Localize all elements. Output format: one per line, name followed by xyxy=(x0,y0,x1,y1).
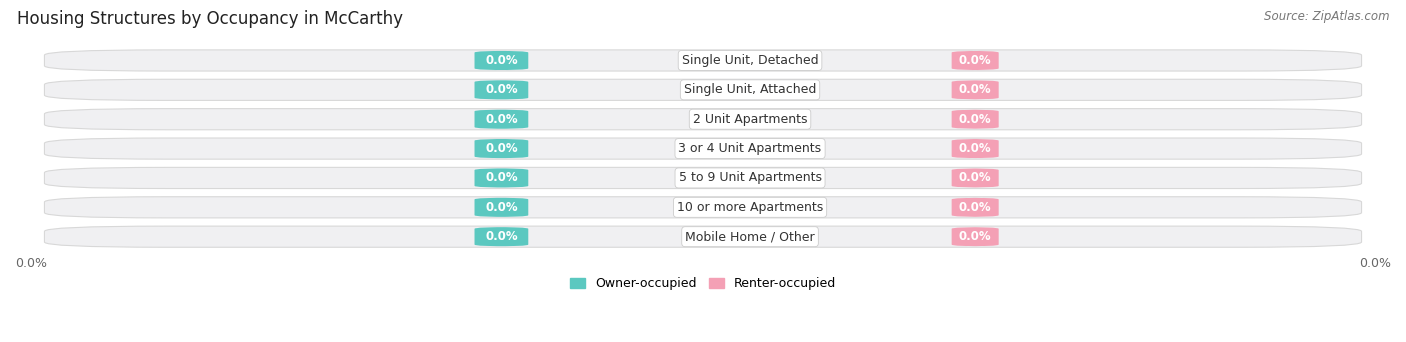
FancyBboxPatch shape xyxy=(474,227,529,246)
Legend: Owner-occupied, Renter-occupied: Owner-occupied, Renter-occupied xyxy=(569,277,837,290)
FancyBboxPatch shape xyxy=(952,227,998,246)
FancyBboxPatch shape xyxy=(952,168,998,188)
Text: Single Unit, Detached: Single Unit, Detached xyxy=(682,54,818,67)
FancyBboxPatch shape xyxy=(45,50,1361,71)
Text: Single Unit, Attached: Single Unit, Attached xyxy=(683,83,817,96)
FancyBboxPatch shape xyxy=(952,109,998,129)
Text: 0.0%: 0.0% xyxy=(485,113,517,126)
Text: 0.0%: 0.0% xyxy=(485,83,517,96)
Text: 0.0%: 0.0% xyxy=(485,230,517,243)
FancyBboxPatch shape xyxy=(952,139,998,158)
Text: 0.0%: 0.0% xyxy=(485,171,517,184)
FancyBboxPatch shape xyxy=(45,79,1361,101)
Text: 0.0%: 0.0% xyxy=(959,54,991,67)
Text: 0.0%: 0.0% xyxy=(959,142,991,155)
FancyBboxPatch shape xyxy=(952,51,998,70)
FancyBboxPatch shape xyxy=(474,51,529,70)
Text: Housing Structures by Occupancy in McCarthy: Housing Structures by Occupancy in McCar… xyxy=(17,10,404,28)
Text: 5 to 9 Unit Apartments: 5 to 9 Unit Apartments xyxy=(679,171,821,184)
FancyBboxPatch shape xyxy=(474,198,529,217)
Text: 3 or 4 Unit Apartments: 3 or 4 Unit Apartments xyxy=(679,142,821,155)
FancyBboxPatch shape xyxy=(952,80,998,100)
FancyBboxPatch shape xyxy=(474,168,529,188)
FancyBboxPatch shape xyxy=(45,138,1361,159)
FancyBboxPatch shape xyxy=(45,167,1361,188)
Text: 10 or more Apartments: 10 or more Apartments xyxy=(676,201,823,214)
Text: 2 Unit Apartments: 2 Unit Apartments xyxy=(693,113,807,126)
FancyBboxPatch shape xyxy=(45,226,1361,247)
FancyBboxPatch shape xyxy=(45,109,1361,130)
FancyBboxPatch shape xyxy=(45,197,1361,218)
Text: 0.0%: 0.0% xyxy=(485,201,517,214)
Text: Mobile Home / Other: Mobile Home / Other xyxy=(685,230,815,243)
Text: 0.0%: 0.0% xyxy=(959,230,991,243)
Text: 0.0%: 0.0% xyxy=(485,142,517,155)
Text: 0.0%: 0.0% xyxy=(959,83,991,96)
FancyBboxPatch shape xyxy=(952,198,998,217)
FancyBboxPatch shape xyxy=(474,80,529,100)
Text: 0.0%: 0.0% xyxy=(959,171,991,184)
Text: 0.0%: 0.0% xyxy=(485,54,517,67)
FancyBboxPatch shape xyxy=(474,109,529,129)
FancyBboxPatch shape xyxy=(474,139,529,158)
Text: Source: ZipAtlas.com: Source: ZipAtlas.com xyxy=(1264,10,1389,23)
Text: 0.0%: 0.0% xyxy=(959,201,991,214)
Text: 0.0%: 0.0% xyxy=(959,113,991,126)
